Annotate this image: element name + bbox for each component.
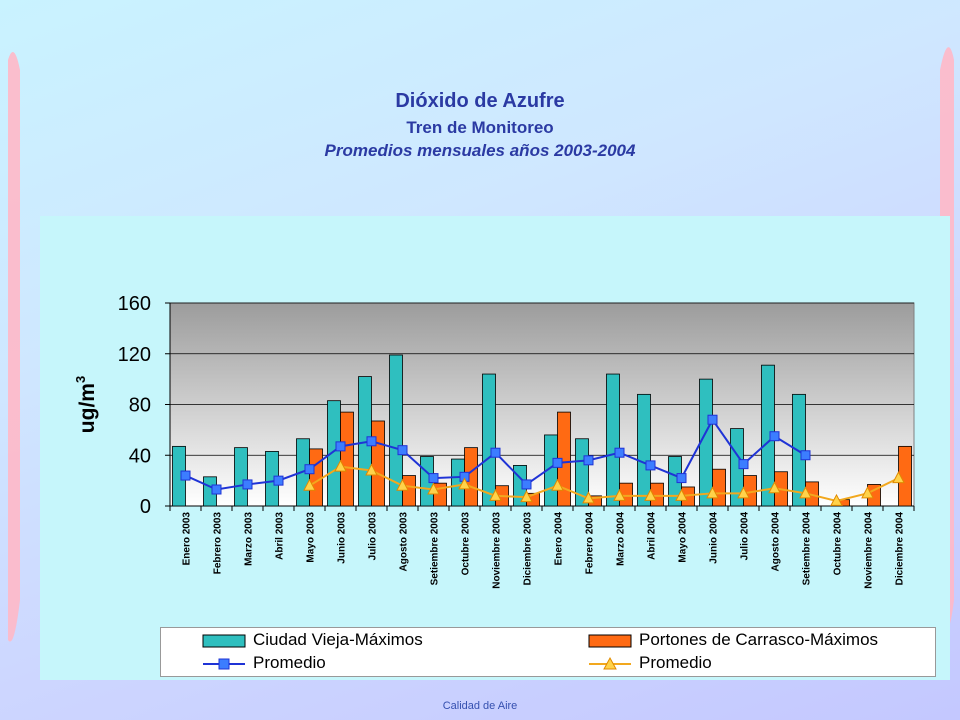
- legend-swatch-cv-line: [203, 658, 245, 670]
- x-tick-label: Octubre 2003: [461, 512, 472, 576]
- page-subtitle: Tren de Monitoreo: [406, 118, 554, 137]
- point-cv-avg: [180, 470, 191, 481]
- point-pc-avg: [613, 488, 626, 501]
- point-pc-avg: [334, 459, 347, 472]
- bar-pc-max: [371, 420, 385, 507]
- y-tick-label: 160: [118, 293, 151, 315]
- legend-label-cv-max: Ciudad Vieja-Máximos: [253, 630, 423, 649]
- point-cv-avg: [614, 447, 625, 458]
- legend-swatch-cv-bar: [202, 634, 246, 648]
- point-pc-avg: [427, 482, 440, 495]
- x-tick-label: Julio 2004: [740, 512, 751, 561]
- point-pc-avg: [830, 493, 843, 506]
- x-tick-label: Marzo 2004: [616, 512, 627, 566]
- bar-cv-max: [606, 373, 620, 507]
- point-pc-avg: [520, 490, 533, 503]
- point-cv-avg: [273, 475, 284, 486]
- point-pc-avg: [551, 478, 564, 491]
- x-tick-label: Julio 2003: [368, 512, 379, 561]
- x-tick-label: Mayo 2003: [306, 512, 317, 563]
- point-pc-avg: [861, 486, 874, 499]
- point-cv-avg: [707, 414, 718, 425]
- point-cv-avg: [769, 431, 780, 442]
- y-tick-label: 80: [129, 395, 151, 417]
- x-tick-label: Junio 2004: [709, 512, 720, 564]
- point-pc-avg: [303, 478, 316, 491]
- footer-text: Calidad de Aire: [442, 700, 518, 712]
- legend-label-pc-avg: Promedio: [639, 653, 712, 672]
- point-cv-avg: [335, 441, 346, 452]
- point-cv-avg: [211, 484, 222, 495]
- bar-pc-max: [340, 411, 354, 507]
- page-subtitle-2: Promedios mensuales años 2003-2004: [324, 141, 636, 160]
- point-pc-avg: [489, 488, 502, 501]
- point-pc-avg: [706, 486, 719, 499]
- point-pc-avg: [644, 488, 657, 501]
- x-tick-label: Junio 2003: [337, 512, 348, 564]
- point-cv-avg: [738, 459, 749, 470]
- point-cv-avg: [428, 473, 439, 484]
- x-tick-label: Setiembre 2003: [430, 512, 441, 586]
- y-tick-label: 120: [118, 344, 151, 366]
- bar-pc-max: [712, 468, 726, 507]
- point-cv-avg: [490, 447, 501, 458]
- x-tick-label: Agosto 2004: [771, 512, 782, 572]
- point-cv-avg: [366, 436, 377, 447]
- x-tick-label: Agosto 2003: [399, 512, 410, 572]
- x-tick-label: Noviembre 2004: [864, 512, 875, 589]
- title-block: Dióxido de Azufre Tren de Monitoreo Prom…: [0, 88, 960, 162]
- point-pc-avg: [458, 477, 471, 490]
- x-tick-label: Enero 2004: [554, 512, 565, 566]
- x-tick-label: Noviembre 2003: [492, 512, 503, 589]
- legend-label-cv-avg: Promedio: [253, 653, 326, 672]
- legend-swatch-pc-bar: [588, 634, 632, 648]
- x-tick-label: Mayo 2004: [678, 512, 689, 563]
- page-title: Dióxido de Azufre: [395, 90, 565, 112]
- legend-swatch-pc-line: [589, 656, 631, 670]
- point-pc-avg: [799, 486, 812, 499]
- bar-pc-max: [402, 475, 416, 507]
- x-tick-label: Octubre 2004: [833, 512, 844, 576]
- bar-cv-max: [637, 393, 651, 507]
- y-axis-label: ug/m3: [73, 376, 99, 433]
- y-tick-label: 0: [140, 496, 151, 518]
- point-pc-avg: [582, 491, 595, 504]
- point-pc-avg: [675, 488, 688, 501]
- bar-pc-max: [309, 448, 323, 507]
- point-pc-avg: [396, 478, 409, 491]
- chart: 0 40 80 120 160 ug/m3 Enero 2003 Febrero 2003 Ma…: [73, 293, 915, 589]
- x-tick-label: Setiembre 2004: [802, 512, 813, 586]
- x-tick-label: Diciembre 2003: [523, 512, 534, 586]
- x-tick-label: Abril 2003: [275, 512, 286, 560]
- y-axis-label-superscript: 3: [73, 376, 88, 383]
- point-pc-avg: [365, 463, 378, 476]
- point-pc-avg: [768, 481, 781, 494]
- point-cv-avg: [800, 450, 811, 461]
- point-cv-avg: [676, 473, 687, 484]
- point-cv-avg: [552, 457, 563, 468]
- point-pc-avg: [737, 486, 750, 499]
- chart-legend: Ciudad Vieja-Máximos Portones de Carrasc…: [160, 627, 936, 677]
- bar-cv-max: [234, 447, 248, 507]
- point-cv-avg: [304, 464, 315, 475]
- point-cv-avg: [583, 455, 594, 466]
- bar-cv-max: [482, 373, 496, 507]
- x-tick-label: Abril 2004: [647, 512, 658, 560]
- x-tick-label: Febrero 2003: [213, 512, 224, 575]
- chart-panel: 0 40 80 120 160 ug/m3 Enero 2003 Febrero 2003 Ma…: [40, 216, 950, 680]
- y-tick-label: 40: [129, 445, 151, 467]
- point-cv-avg: [645, 460, 656, 471]
- x-tick-label: Marzo 2003: [244, 512, 255, 566]
- bar-cv-max: [389, 354, 403, 507]
- point-cv-avg: [397, 445, 408, 456]
- point-cv-avg: [242, 479, 253, 490]
- x-tick-label: Enero 2003: [182, 512, 193, 566]
- legend-label-pc-max: Portones de Carrasco-Máximos: [639, 630, 879, 649]
- point-cv-avg: [521, 479, 532, 490]
- point-pc-avg: [892, 471, 905, 484]
- line-pc-avg: [308, 465, 899, 502]
- x-tick-label: Diciembre 2004: [895, 512, 906, 586]
- x-tick-label: Febrero 2004: [585, 512, 596, 575]
